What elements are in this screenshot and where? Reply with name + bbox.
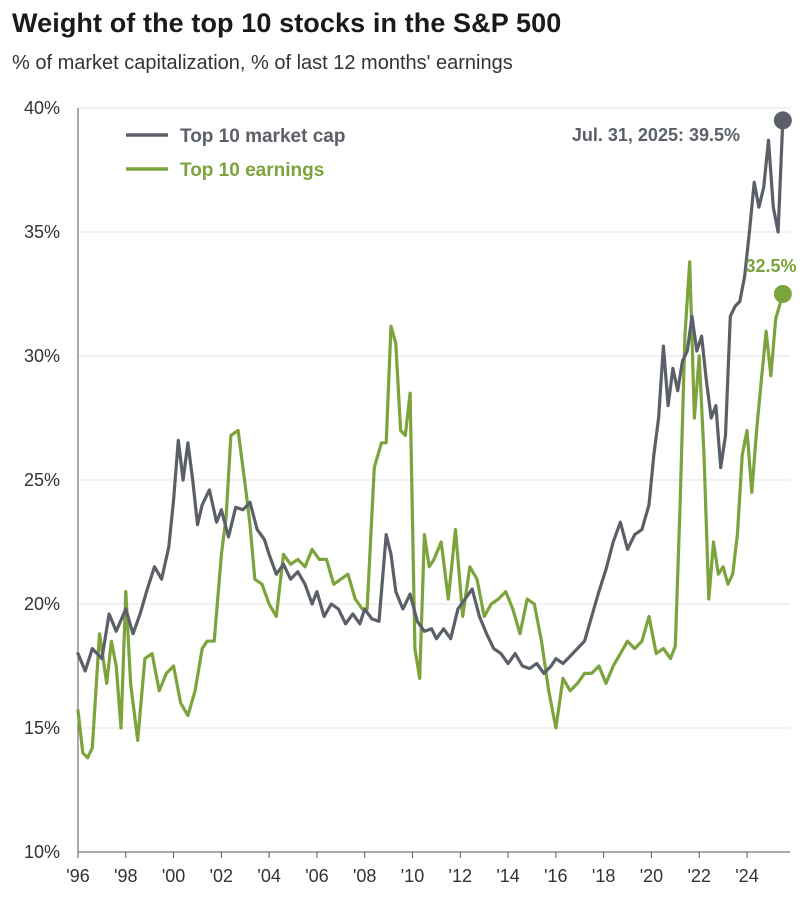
y-tick-label: 10% — [24, 842, 60, 862]
axes — [77, 108, 790, 853]
endpoint-marker-market-cap — [773, 111, 792, 130]
x-tick-label: '10 — [401, 866, 424, 886]
chart-title: Weight of the top 10 stocks in the S&P 5… — [12, 8, 562, 38]
grid-lines — [78, 107, 790, 729]
series-lines — [76, 111, 792, 760]
y-tick-label: 35% — [24, 222, 60, 242]
y-tick-label: 15% — [24, 718, 60, 738]
x-tick-label: '08 — [353, 866, 376, 886]
x-tick-label: '22 — [687, 866, 710, 886]
annotations: Jul. 31, 2025: 39.5% 32.5% — [572, 125, 797, 276]
y-tick-label: 20% — [24, 594, 60, 614]
y-tick-labels: 40% 35% 30% 25% 20% 15% 10% — [24, 98, 60, 862]
x-tick-labels: '96 '98 '00 '02 '04 '06 '08 '10 '12 '14 '16 '18 '20 '… — [66, 852, 759, 886]
annotation-earnings: 32.5% — [745, 256, 796, 276]
y-tick-label: 30% — [24, 346, 60, 366]
x-tick-label: '20 — [640, 866, 663, 886]
x-tick-label: '98 — [114, 866, 137, 886]
x-tick-label: '04 — [257, 866, 280, 886]
chart-subtitle: % of market capitalization, % of last 12… — [12, 52, 513, 74]
x-tick-label: '06 — [305, 866, 328, 886]
x-tick-label: '14 — [496, 866, 519, 886]
x-tick-label: '96 — [66, 866, 89, 886]
x-tick-label: '24 — [735, 866, 758, 886]
legend-label: Top 10 market cap — [180, 126, 345, 147]
series-line-earnings — [76, 260, 785, 760]
series-line-market-cap — [76, 118, 785, 676]
legend: Top 10 market cap Top 10 earnings — [126, 126, 345, 181]
annotation-market-cap: Jul. 31, 2025: 39.5% — [572, 125, 740, 145]
x-tick-label: '00 — [162, 866, 185, 886]
endpoint-marker-earnings — [773, 285, 792, 303]
x-tick-label: '16 — [544, 866, 567, 886]
y-tick-label: 40% — [24, 98, 60, 118]
x-tick-label: '02 — [210, 866, 233, 886]
y-tick-label: 25% — [24, 470, 60, 490]
x-tick-label: '12 — [449, 866, 472, 886]
x-tick-label: '18 — [592, 866, 615, 886]
legend-label: Top 10 earnings — [180, 160, 324, 181]
